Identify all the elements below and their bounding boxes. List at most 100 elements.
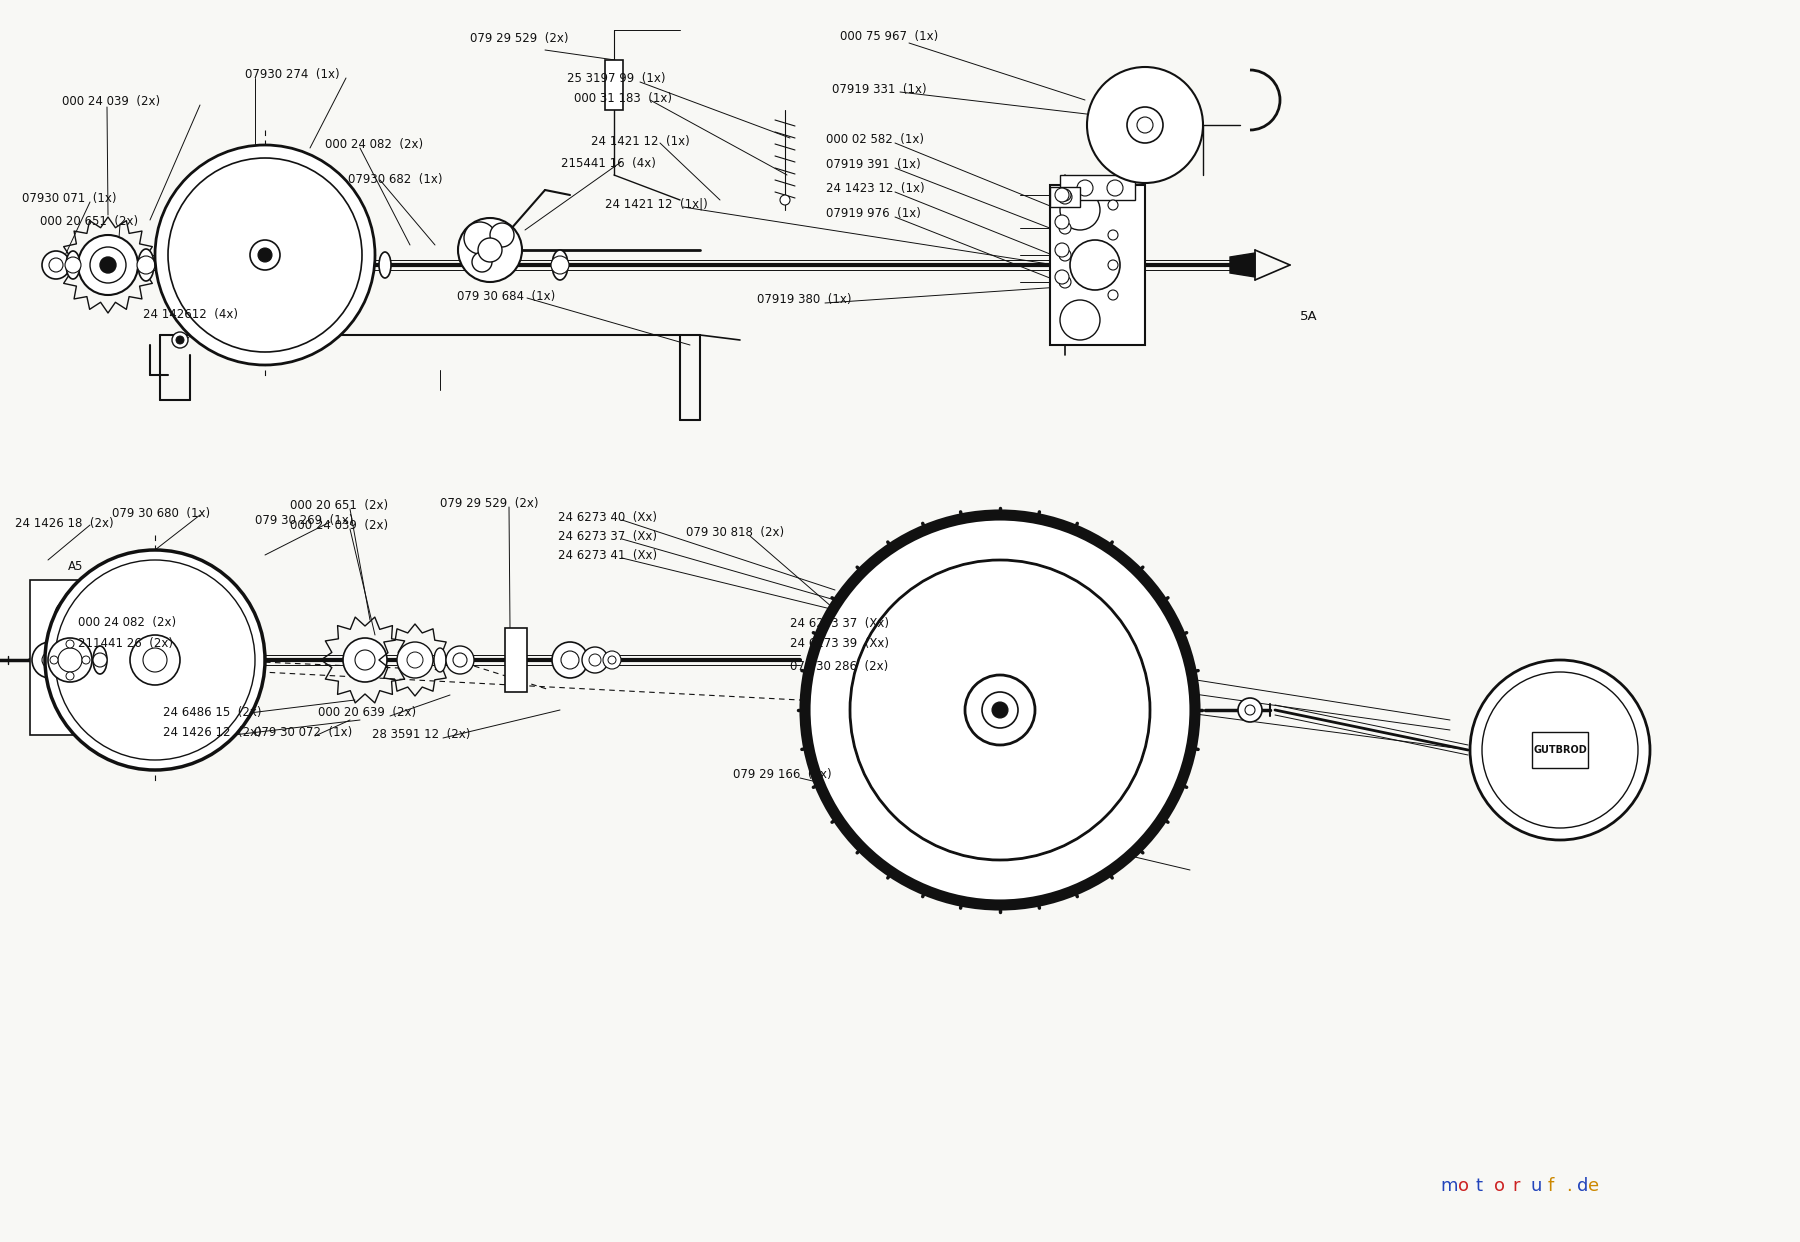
Text: 07930 274  (1x): 07930 274 (1x) (245, 68, 340, 81)
Circle shape (45, 550, 265, 770)
Circle shape (250, 240, 281, 270)
Circle shape (1058, 189, 1071, 201)
Text: 000 20 639  (2x): 000 20 639 (2x) (319, 705, 416, 719)
Text: 000 24 082  (2x): 000 24 082 (2x) (326, 138, 423, 152)
Circle shape (992, 702, 1008, 718)
Circle shape (965, 674, 1035, 745)
Circle shape (1058, 222, 1071, 233)
Ellipse shape (380, 252, 391, 278)
Circle shape (479, 238, 502, 262)
Circle shape (94, 653, 106, 667)
Ellipse shape (139, 248, 155, 281)
Circle shape (65, 257, 81, 273)
Ellipse shape (67, 251, 79, 279)
Circle shape (1471, 660, 1651, 840)
Text: 28 3591 12  (2x): 28 3591 12 (2x) (373, 728, 470, 741)
Text: e: e (1588, 1177, 1598, 1195)
Text: 24 6273 37  (Xx): 24 6273 37 (Xx) (790, 617, 889, 630)
Circle shape (130, 635, 180, 686)
Ellipse shape (94, 646, 106, 674)
Text: 25 3197 99  (1x): 25 3197 99 (1x) (567, 72, 666, 84)
Circle shape (176, 337, 184, 344)
Circle shape (1055, 243, 1069, 257)
Circle shape (850, 560, 1150, 859)
Circle shape (1087, 67, 1202, 183)
Text: o: o (1458, 1177, 1469, 1195)
Text: 24 6273 41  (Xx): 24 6273 41 (Xx) (558, 549, 657, 561)
Circle shape (58, 648, 83, 672)
Circle shape (1055, 270, 1069, 284)
Text: 215441 16  (4x): 215441 16 (4x) (562, 156, 655, 170)
Bar (1049, 188, 1080, 207)
Circle shape (1055, 215, 1069, 229)
Text: 07930 071  (1x): 07930 071 (1x) (22, 193, 117, 205)
Text: 000 20 651  (2x): 000 20 651 (2x) (290, 499, 389, 512)
Bar (1049, 185, 1145, 345)
Circle shape (56, 600, 85, 630)
Text: 000 31 183  (1x): 000 31 183 (1x) (574, 92, 671, 106)
Text: .: . (1566, 1177, 1571, 1195)
Text: o: o (1494, 1177, 1505, 1195)
Circle shape (1109, 289, 1118, 301)
Circle shape (608, 656, 616, 664)
Text: 5A: 5A (1300, 310, 1318, 323)
Circle shape (101, 257, 115, 273)
Circle shape (983, 692, 1019, 728)
Circle shape (472, 252, 491, 272)
Circle shape (67, 672, 74, 681)
Circle shape (63, 609, 77, 622)
Circle shape (173, 332, 187, 348)
Circle shape (581, 647, 608, 673)
Text: 000 02 582  (1x): 000 02 582 (1x) (826, 133, 923, 147)
Text: m: m (1440, 1177, 1458, 1195)
Bar (31, 580, 115, 735)
Bar (506, 628, 527, 692)
Circle shape (1481, 672, 1638, 828)
Circle shape (137, 256, 155, 274)
Circle shape (1238, 698, 1262, 722)
Text: GUTBROD: GUTBROD (1534, 745, 1588, 755)
Text: 079 30 684  (1x): 079 30 684 (1x) (457, 289, 554, 303)
Circle shape (446, 646, 473, 674)
Text: 211441 26  (2x): 211441 26 (2x) (77, 637, 173, 650)
Circle shape (49, 638, 92, 682)
Text: 07930 682  (1x): 07930 682 (1x) (347, 173, 443, 186)
Circle shape (553, 642, 589, 678)
Text: 24 6273 39  (Xx): 24 6273 39 (Xx) (790, 637, 889, 650)
Text: u: u (1530, 1177, 1541, 1195)
Circle shape (490, 224, 515, 247)
Text: t: t (1476, 1177, 1483, 1195)
Text: 079 30 269  (1x): 079 30 269 (1x) (256, 514, 353, 527)
Text: 000 24 039  (2x): 000 24 039 (2x) (61, 94, 160, 108)
Circle shape (1109, 260, 1118, 270)
Circle shape (779, 195, 790, 205)
Circle shape (1069, 240, 1120, 289)
Text: A5: A5 (68, 560, 83, 573)
Text: 24 1426 12  (2x): 24 1426 12 (2x) (164, 727, 261, 739)
Text: 079 30 680  (1x): 079 30 680 (1x) (112, 507, 211, 520)
Circle shape (41, 251, 70, 279)
Text: 000 24 039  (2x): 000 24 039 (2x) (290, 519, 389, 532)
Bar (605, 60, 623, 111)
Text: 24 1426 18  (2x): 24 1426 18 (2x) (14, 517, 113, 530)
Bar (1532, 732, 1588, 768)
Circle shape (67, 640, 74, 648)
Circle shape (56, 560, 256, 760)
Circle shape (1058, 276, 1071, 288)
Text: 000 75 967  (1x): 000 75 967 (1x) (841, 30, 938, 43)
Circle shape (1060, 190, 1100, 230)
Text: 24 6273 37  (Xx): 24 6273 37 (Xx) (558, 530, 657, 543)
Circle shape (551, 256, 569, 274)
Circle shape (49, 258, 63, 272)
Circle shape (1127, 107, 1163, 143)
Text: 079 30 072  (1x): 079 30 072 (1x) (254, 727, 353, 739)
Circle shape (1138, 117, 1154, 133)
Text: 24 1421 12  (1x): 24 1421 12 (1x) (590, 135, 689, 148)
Text: 24 1421 12  (1x|): 24 1421 12 (1x|) (605, 197, 707, 210)
Text: 000 20 651  (2x): 000 20 651 (2x) (40, 215, 139, 229)
Circle shape (83, 656, 90, 664)
Circle shape (344, 638, 387, 682)
Circle shape (454, 653, 466, 667)
Text: 079 30 818  (2x): 079 30 818 (2x) (686, 527, 785, 539)
Text: 07919 391  (1x): 07919 391 (1x) (826, 158, 922, 171)
